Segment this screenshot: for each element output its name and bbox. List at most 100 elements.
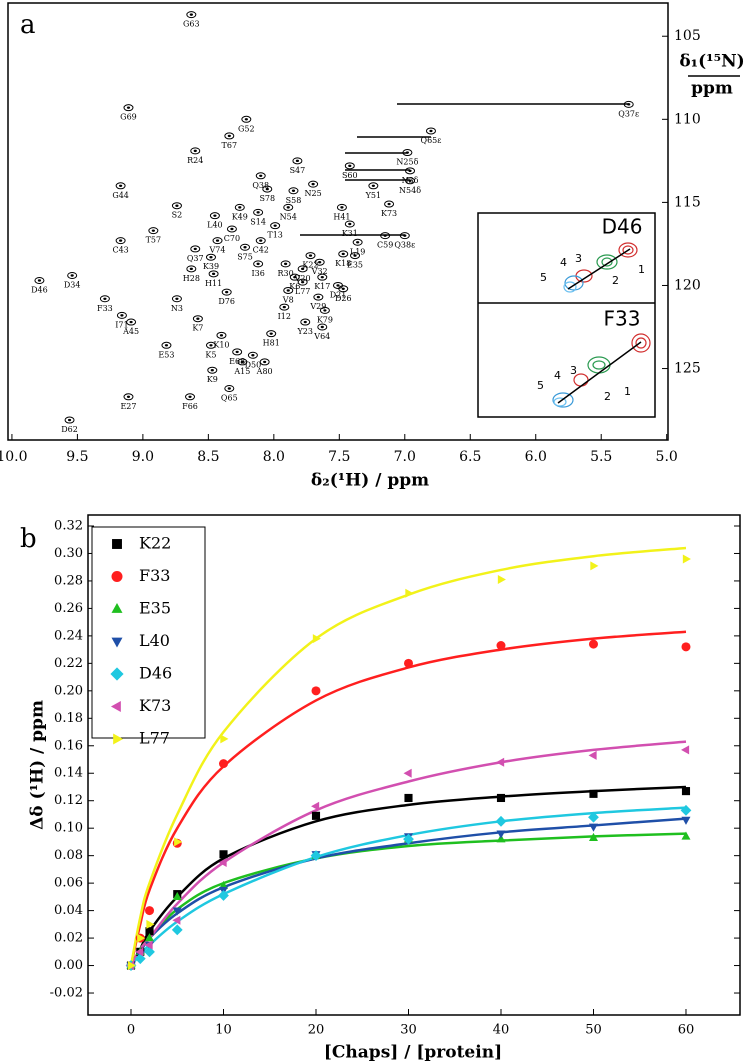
peak (352, 238, 363, 246)
peak-label: K18 (335, 259, 351, 268)
peak (240, 243, 251, 251)
peak-core (238, 206, 242, 209)
peak-label: G63 (183, 20, 200, 29)
peak (234, 203, 245, 211)
peak-core (265, 187, 269, 191)
fit-curve (129, 546, 687, 966)
x-tick-label: 9.5 (66, 449, 88, 465)
peak (190, 245, 201, 253)
peak-core (215, 239, 220, 242)
peak (212, 237, 223, 245)
peak-label: Q65ε (421, 136, 442, 145)
peak (317, 273, 328, 281)
peak (224, 132, 235, 140)
data-point (172, 891, 182, 901)
peak (300, 318, 311, 326)
plot-frame (87, 514, 741, 1016)
peak-core (627, 103, 631, 106)
y-tick-label: -0.02 (50, 986, 83, 1001)
peak-core (291, 189, 296, 192)
peak-label: K10 (213, 340, 229, 349)
peak (255, 172, 266, 180)
peak-label: V64 (313, 332, 330, 341)
data-point (588, 639, 598, 649)
peak-label: C42 (253, 246, 269, 255)
peak (283, 203, 294, 211)
data-point (174, 837, 183, 847)
x-tick-label: 5.0 (656, 449, 678, 465)
peak (405, 177, 416, 185)
inset-title: F33 (604, 307, 641, 331)
data-point (144, 940, 153, 950)
peak-label: K39 (203, 262, 219, 271)
peak-label: L19 (350, 247, 366, 256)
peak-core (318, 261, 322, 264)
peak-label: E27 (120, 402, 136, 411)
peak-core (244, 118, 248, 121)
peak-label: V29 (309, 302, 326, 311)
peak (283, 286, 294, 294)
legend-marker (111, 602, 123, 613)
y-tick-label: 0.10 (54, 821, 83, 836)
peak-label: D46 (31, 285, 48, 294)
peak-label: N54 (280, 212, 297, 221)
data-point (496, 793, 506, 803)
peak-label: E68 (229, 357, 245, 366)
y-tick-label: 0.30 (54, 546, 83, 561)
peak (123, 393, 134, 401)
peak-core (371, 184, 375, 187)
peak-label: A45 (122, 327, 139, 336)
peak-label: V20 (294, 274, 311, 283)
data-point (218, 890, 229, 901)
peak (216, 331, 227, 339)
peak-core (269, 332, 273, 335)
inset-trend (557, 341, 642, 404)
peak-core (219, 334, 224, 337)
y-tick-label: 105 (674, 28, 701, 44)
data-point (496, 757, 505, 767)
inset: D46 F33 1 2 3 4 5 1 2 3 4 5 (477, 212, 656, 418)
peak-core (383, 234, 387, 237)
data-point (681, 787, 691, 796)
y-tick-label: 0.16 (54, 738, 83, 753)
peak (259, 358, 270, 366)
data-point (495, 815, 507, 827)
x-axis-label: δ₂(¹H) / ppm (311, 471, 429, 491)
contour (622, 245, 634, 255)
peak-core (295, 159, 300, 163)
peak (67, 272, 78, 280)
peak (266, 330, 277, 338)
peak-core (37, 279, 42, 282)
peak-core (196, 317, 200, 320)
y-tick-label: 0.00 (54, 958, 83, 973)
contour (552, 392, 574, 408)
data-point (496, 830, 506, 839)
y-tick-label: 0.24 (54, 628, 83, 643)
peak-label: S60 (342, 171, 358, 180)
peak-label: N25 (305, 189, 322, 198)
legend-label: K73 (139, 696, 171, 715)
peak-core (356, 241, 360, 244)
peak-label: K22 (302, 261, 318, 270)
peak (314, 258, 325, 266)
data-point (145, 906, 155, 916)
x-tick-label: 7.5 (328, 449, 350, 465)
peak-core (129, 320, 133, 324)
legend-frame (91, 526, 206, 739)
inset-label: 2 (604, 390, 611, 403)
y-axis-label: δ₁(¹⁵N) (679, 52, 744, 72)
peak (402, 149, 413, 157)
peak (226, 225, 237, 233)
peak-label: S2 (172, 211, 183, 220)
peak (171, 295, 182, 303)
peak-core (103, 297, 107, 300)
contour (553, 397, 567, 407)
peak-core (408, 169, 412, 173)
inset-title: D46 (602, 215, 643, 239)
peak (205, 341, 216, 349)
y-tick-label: 0.08 (54, 848, 83, 863)
peak (237, 358, 248, 366)
peak-label: K49 (232, 212, 248, 221)
peak-core (151, 229, 155, 232)
peak (186, 265, 197, 273)
